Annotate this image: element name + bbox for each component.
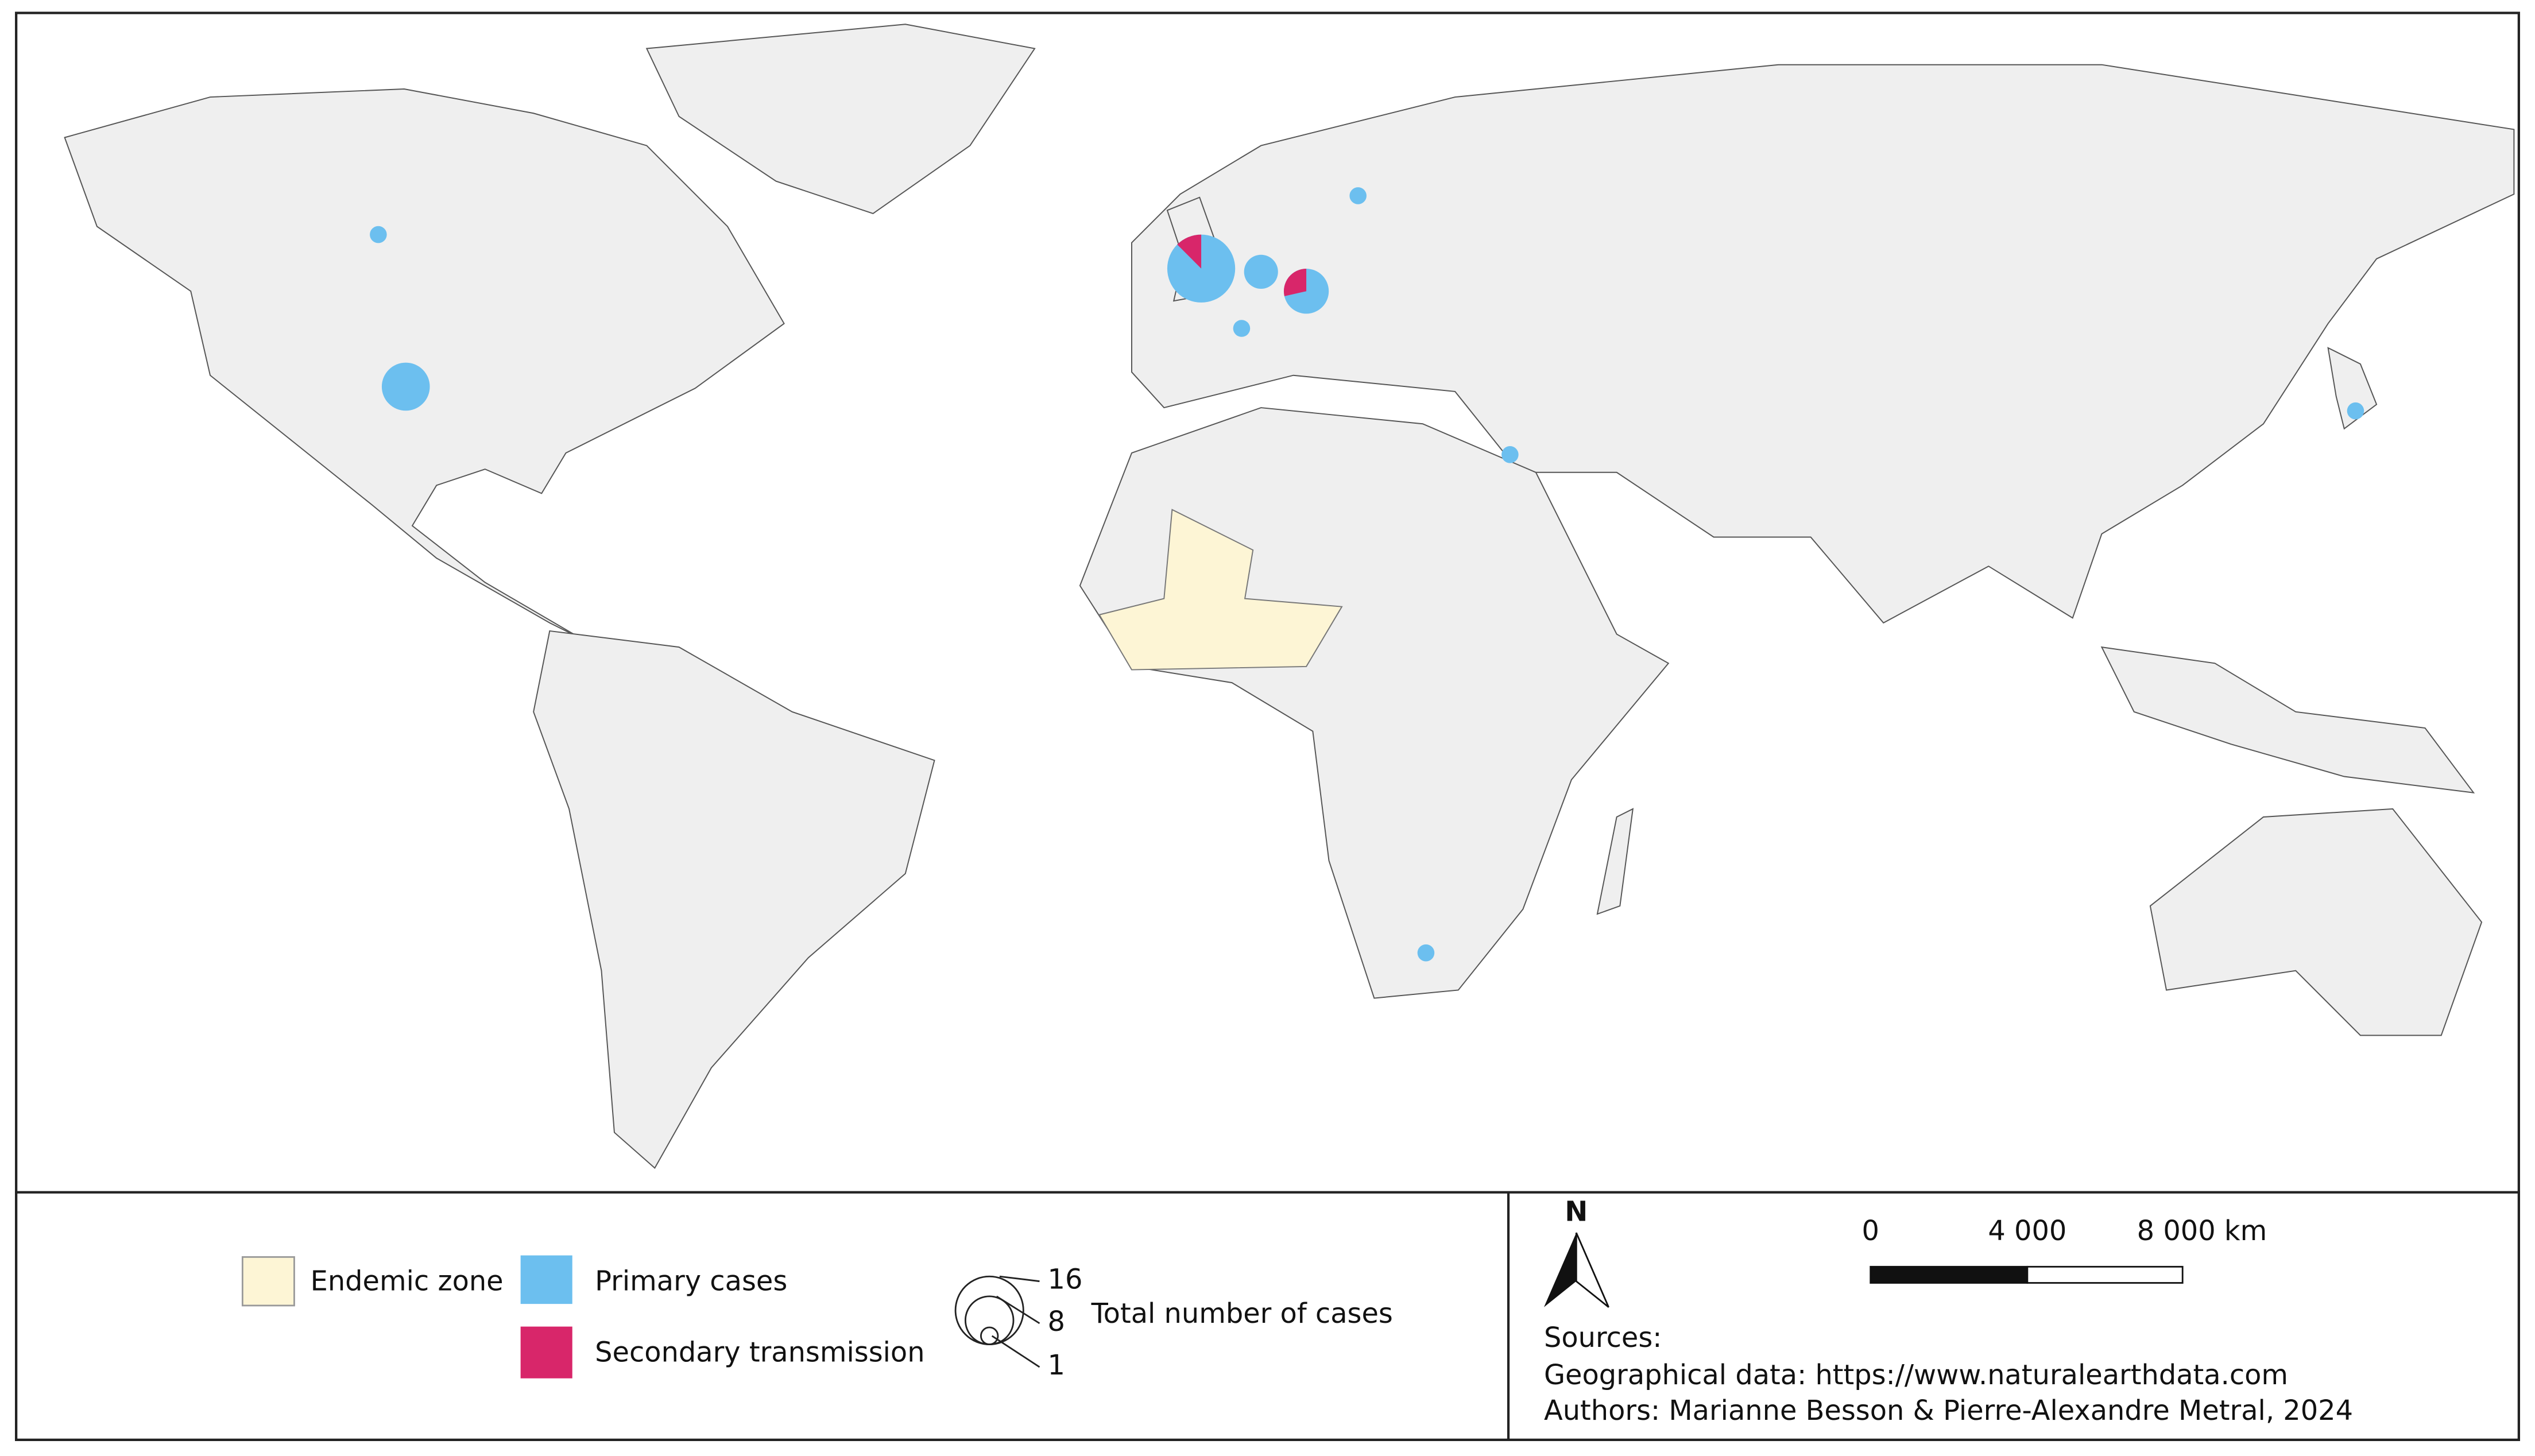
madagascar: [1596, 808, 1634, 915]
north-america: [64, 88, 785, 640]
size-legend-circle: [980, 1326, 999, 1345]
size-legend-label: 16: [1048, 1264, 1083, 1296]
size-legend-leader: [991, 1335, 1040, 1368]
size-legend-leader: [999, 1275, 1040, 1283]
secondary-wedge: [1283, 269, 1307, 296]
secondary-wedge: [1177, 234, 1202, 269]
eurasia: [1131, 64, 2515, 624]
size-legend-title: Total number of cases: [1091, 1298, 1393, 1330]
south-america: [533, 630, 935, 1169]
north-label: N: [1565, 1196, 1588, 1227]
scale-label: 4 000: [1988, 1215, 2066, 1247]
primary-cases: [2347, 402, 2364, 420]
primary-cases: [1233, 320, 1251, 337]
primary-cases: [1244, 254, 1278, 289]
scale-label: 0: [1862, 1215, 1879, 1247]
primary-label: Primary cases: [595, 1265, 787, 1297]
primary-cases: [381, 362, 430, 411]
endemic-swatch: [241, 1256, 295, 1307]
greenland: [645, 24, 1036, 215]
primary-swatch: [520, 1255, 572, 1304]
sources-geo: Geographical data: https://www.naturalea…: [1544, 1360, 2288, 1391]
world-map: [64, 24, 2515, 1169]
secondary-swatch: [520, 1326, 572, 1378]
secondary-label: Secondary transmission: [595, 1337, 924, 1368]
case-points: [370, 187, 2364, 962]
southeast-asia-islands: [2100, 646, 2475, 793]
size-legend-label: 8: [1048, 1306, 1065, 1338]
primary-cases: [1349, 187, 1367, 204]
scale-bar-black: [1870, 1265, 2029, 1284]
australia: [2149, 808, 2483, 1036]
scale-label: 8 000 km: [2137, 1215, 2267, 1247]
primary-cases: [370, 226, 387, 243]
size-legend-leader: [996, 1295, 1040, 1325]
north-arrow-half: [1575, 1232, 1609, 1308]
legend-panel: [15, 1191, 2520, 1441]
north-arrow: N: [1543, 1196, 1609, 1308]
endemic-zone: [1098, 509, 1343, 671]
size-legend-label: 1: [1048, 1350, 1065, 1381]
primary-cases: [1417, 944, 1435, 962]
primary-cases: [1501, 446, 1519, 463]
endemic-label: Endemic zone: [311, 1265, 504, 1297]
sources-authors: Authors: Marianne Besson & Pierre-Alexan…: [1544, 1395, 2353, 1427]
scale-bar-white: [2026, 1265, 2184, 1284]
sources-heading: Sources:: [1544, 1322, 1662, 1354]
